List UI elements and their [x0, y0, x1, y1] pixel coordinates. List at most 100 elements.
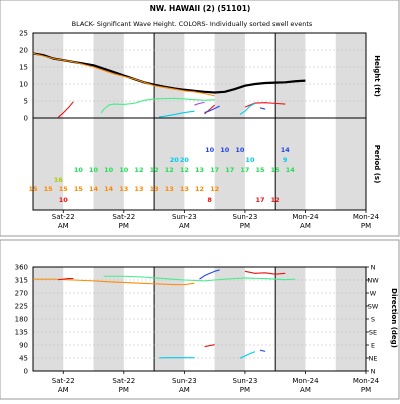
period-value: 10	[104, 166, 114, 174]
period-value: 17	[240, 166, 249, 174]
period-value: 16	[54, 176, 64, 184]
period-plot-frame	[33, 118, 366, 210]
compass-label: E	[371, 342, 375, 350]
height-tick-label: 25	[19, 30, 28, 38]
time-tick-day: Sat-22	[112, 213, 135, 221]
shade-band	[94, 33, 124, 210]
top-panel: NW. HAWAII (2) (51101) BLACK- Significan…	[0, 0, 399, 236]
period-value: 14	[89, 185, 99, 193]
period-value: 10	[220, 146, 230, 154]
direction-tick-label: 270	[15, 290, 28, 298]
time-tick-ampm: AM	[58, 222, 69, 230]
time-tick-ampm: PM	[240, 222, 250, 230]
chart-subtitle: BLACK- Significant Wave Height. COLORS- …	[72, 20, 313, 28]
shade-band	[336, 33, 366, 210]
bottom-time-axis: Sat-22AMSat-22PMSun-23AMSun-23PMMon-24AM…	[52, 371, 380, 394]
time-tick-day: Mon-24	[353, 213, 380, 221]
direction-series-line	[260, 350, 265, 351]
time-tick-day: Sun-23	[233, 213, 258, 221]
shade-band	[215, 33, 245, 210]
period-value: 20	[170, 156, 180, 164]
period-value: 13	[180, 185, 189, 193]
height-tick-label: 20	[19, 47, 28, 55]
period-value: 12	[150, 166, 159, 174]
period-value: 12	[134, 166, 143, 174]
direction-axis-label: Direction (deg)	[390, 288, 398, 348]
direction-tick-label: 315	[15, 277, 28, 285]
period-value: 15	[59, 185, 69, 193]
time-tick-ampm: AM	[300, 222, 311, 230]
height-tick-label: 5	[24, 98, 28, 106]
period-value: 8	[207, 196, 212, 204]
compass-label: SE	[369, 329, 377, 337]
period-value: 14	[104, 185, 114, 193]
time-tick-ampm: PM	[119, 222, 129, 230]
height-series-line	[194, 102, 204, 105]
direction-tick-label: 225	[15, 303, 28, 311]
time-tick-day: Sat-22	[52, 213, 75, 221]
time-tick-day: Sun-23	[172, 377, 197, 385]
time-tick-ampm: AM	[58, 386, 69, 394]
time-tick-ampm: AM	[300, 386, 311, 394]
period-value: 13	[165, 185, 174, 193]
compass-label: N	[371, 264, 376, 272]
period-value: 12	[195, 185, 204, 193]
time-tick-ampm: PM	[361, 386, 371, 394]
period-value: 15	[256, 166, 266, 174]
time-tick-ampm: PM	[361, 222, 371, 230]
time-tick-day: Sun-23	[233, 377, 258, 385]
period-value: 14	[286, 166, 296, 174]
period-value: 15	[28, 185, 38, 193]
top-plot-frame	[33, 33, 366, 118]
period-value: 10	[89, 166, 99, 174]
height-tick-label: 0	[24, 115, 28, 123]
bottom-gridlines	[33, 267, 366, 371]
time-tick-day: Sat-22	[52, 377, 75, 385]
period-value: 12	[210, 185, 219, 193]
period-value: 17	[225, 166, 234, 174]
compass-label: NE	[369, 355, 378, 363]
time-tick-day: Mon-24	[353, 377, 380, 385]
period-value: 17	[210, 166, 219, 174]
period-value: 13	[119, 185, 128, 193]
height-tick-label: 15	[19, 64, 28, 72]
height-axis-ticks: 0 5 10 15 20 25	[19, 30, 28, 123]
period-value: 13	[150, 185, 159, 193]
time-tick-day: Sat-22	[112, 377, 135, 385]
top-time-axis: Sat-22AMSat-22PMSun-23AMSun-23PMMon-24AM…	[52, 210, 380, 230]
period-value: 20	[180, 156, 190, 164]
period-value: 15	[44, 185, 54, 193]
period-value: 17	[256, 196, 265, 204]
time-tick-ampm: AM	[179, 386, 190, 394]
period-value: 10	[245, 156, 255, 164]
time-tick-day: Sun-23	[172, 213, 197, 221]
direction-tick-label: 135	[15, 329, 28, 337]
top-gridlines	[33, 33, 366, 118]
top-day-bands	[33, 33, 366, 210]
chart-title: NW. HAWAII (2) (51101)	[150, 4, 251, 13]
height-axis-label: Height (ft)	[373, 55, 381, 97]
direction-tick-label: 45	[19, 355, 28, 363]
period-value: 10	[59, 196, 69, 204]
period-value: 10	[205, 146, 215, 154]
height-tick-label: 10	[19, 81, 28, 89]
direction-tick-label: 0	[24, 368, 28, 376]
period-axis-label: Period (s)	[373, 145, 381, 184]
time-tick-day: Mon-24	[292, 377, 319, 385]
period-value: 14	[281, 146, 291, 154]
compass-label: W	[370, 290, 377, 298]
time-tick-ampm: PM	[119, 386, 129, 394]
period-value: 10	[74, 166, 84, 174]
period-value: 12	[180, 166, 189, 174]
compass-label: SW	[368, 303, 379, 311]
compass-label: S	[371, 316, 375, 324]
direction-tick-label: 360	[15, 264, 28, 272]
period-value: 12	[271, 196, 280, 204]
period-value: 10	[235, 146, 245, 154]
direction-tick-label: 180	[15, 316, 28, 324]
time-tick-ampm: PM	[240, 386, 250, 394]
